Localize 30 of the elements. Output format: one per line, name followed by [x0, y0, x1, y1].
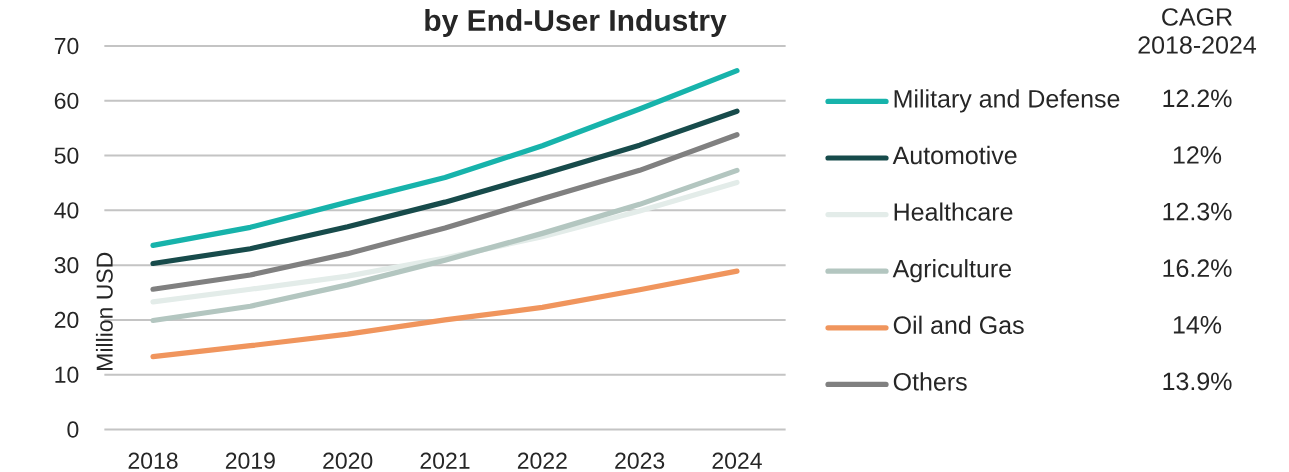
chart-title: by End-User Industry: [425, 9, 727, 38]
y-tick-label: 30: [54, 257, 79, 274]
y-tick-label: 50: [54, 147, 79, 164]
y-tick-label: 0: [67, 421, 79, 438]
y-tick-label: 40: [54, 202, 79, 219]
x-tick-label: 2019: [225, 452, 275, 469]
y-tick-label: 10: [55, 366, 79, 383]
legend-label: Automotive: [892, 145, 1017, 165]
x-tick-label: 2022: [517, 452, 567, 469]
text: CAGR 2018-2024: [1138, 8, 1257, 54]
text: 14%: [1173, 316, 1222, 334]
text: 12.2%: [1163, 89, 1232, 108]
x-tick-label: 2020: [323, 452, 373, 469]
legend-label: Others: [893, 372, 967, 391]
legend-label: Healthcare: [894, 202, 1013, 221]
text: 12.3%: [1163, 202, 1232, 221]
legend-label: Agriculture: [892, 259, 1011, 283]
y-tick-label: 60: [54, 92, 79, 109]
y-tick-label: 70: [54, 37, 79, 55]
y-axis-title: Million USD: [95, 252, 113, 370]
text: 13.9%: [1163, 372, 1232, 391]
x-tick-label: 2018: [128, 452, 178, 469]
legend-label: Military and Defense: [894, 89, 1120, 113]
text: 16.2%: [1163, 259, 1232, 278]
x-tick-label: 2024: [712, 452, 762, 469]
legend-label: Oil and Gas: [893, 315, 1024, 335]
y-tick-label: 20: [54, 311, 79, 329]
x-tick-label: 2023: [615, 452, 665, 469]
text: 12%: [1173, 146, 1222, 164]
x-tick-label: 2021: [420, 452, 470, 469]
